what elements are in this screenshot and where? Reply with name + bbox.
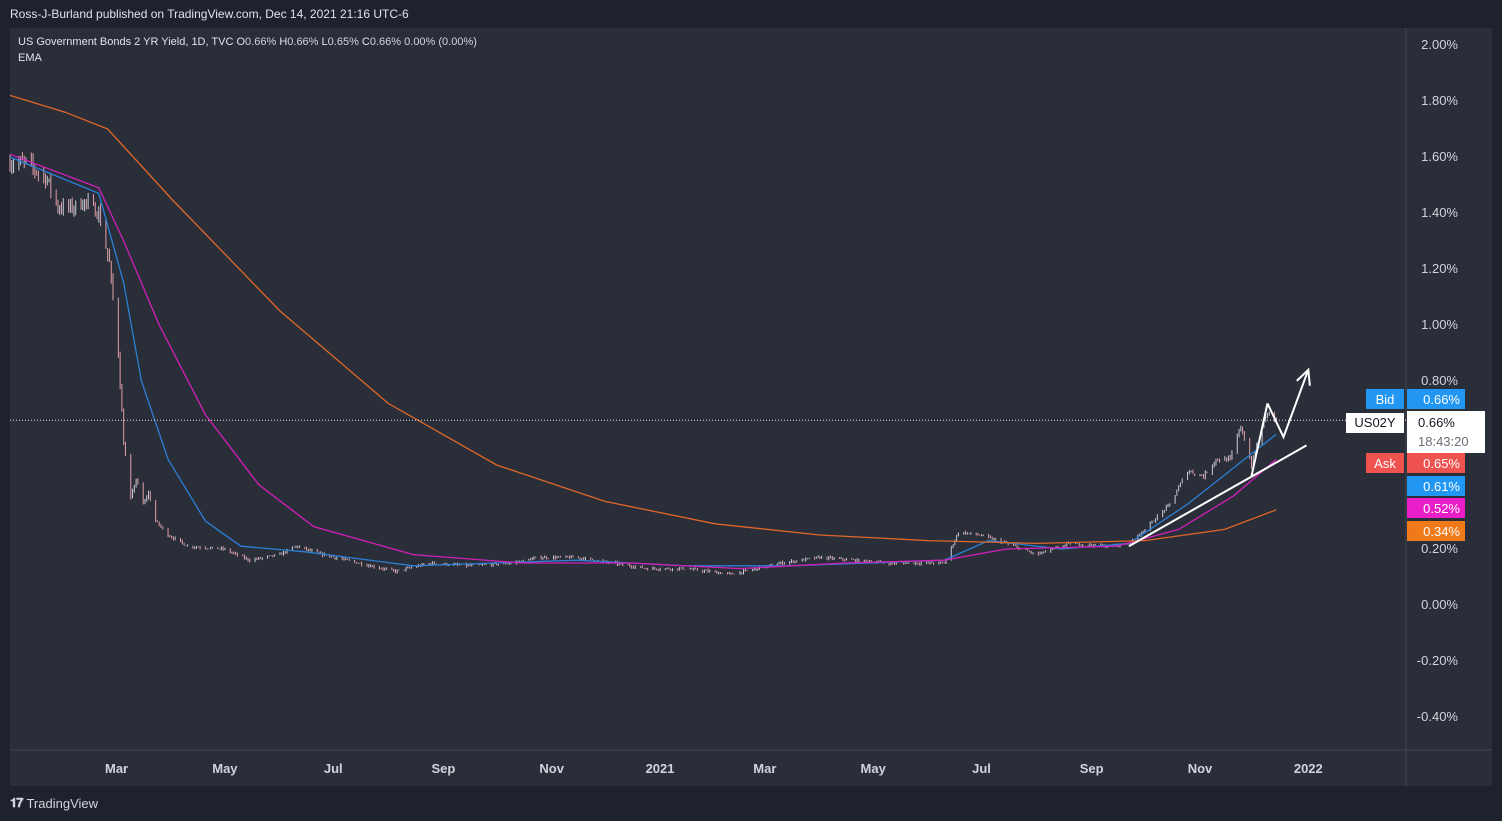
time-axis-pane[interactable] [10,750,1492,786]
legend-high-value: 0.66% [287,36,319,48]
x-tick-label: May [212,761,238,776]
ask-label-value: 0.65% [1423,456,1460,471]
x-tick-label: 2021 [646,761,675,776]
price-labels: Bid 0.66% US02Y 0.66% 18:43:20 Ask 0.65% 0.61% 0… [1346,389,1485,541]
current-price-box [1407,411,1485,453]
y-tick-label: -0.40% [1417,709,1459,724]
legend-close-label: C [361,36,370,48]
legend-indicator-row: EMA [18,52,42,64]
bid-label-tag: Bid [1376,392,1395,407]
y-tick-label: 1.80% [1421,93,1458,108]
y-tick-label: 1.00% [1421,317,1458,332]
ema-slow-label-value: 0.34% [1423,524,1460,539]
x-tick-label: Sep [1080,761,1104,776]
legend-low-value: 0.65% [327,36,359,48]
legend-open-value: 0.66% [245,36,277,48]
legend-close-value: 0.66% [369,36,402,48]
y-tick-label: 1.20% [1421,261,1458,276]
annotations-layer [10,367,1406,548]
current-price-value: 0.66% [1418,415,1455,430]
ema-mid-label-value: 0.52% [1423,501,1460,516]
legend-high-label: H [279,36,288,48]
y-tick-label: 0.00% [1421,597,1458,612]
chart-pane[interactable] [10,28,1406,750]
legend-open-label: O [236,36,246,48]
y-tick-label: 0.80% [1421,373,1458,388]
y-tick-label: 1.40% [1421,205,1458,220]
ask-label-box [1407,453,1465,473]
y-tick-label: 2.00% [1421,37,1458,52]
x-tick-label: Jul [972,761,991,776]
publisher-text: Ross-J-Burland published on TradingView.… [10,7,409,21]
y-tick-label: -0.20% [1417,653,1459,668]
current-price-tag: US02Y [1354,415,1396,430]
x-tick-label: May [861,761,887,776]
trendline-short[interactable] [1250,403,1269,477]
legend-row: US Government Bonds 2 YR Yield, 1D, TVC … [18,36,477,48]
y-tick-label: 0.20% [1421,541,1458,556]
footer-brand-text: TradingView [26,795,99,811]
ema-slow-label-box [1407,521,1465,541]
bid-label-tag-box [1366,389,1404,409]
x-tick-label: Mar [105,761,128,776]
x-tick-label: Nov [1188,761,1213,776]
x-tick-label: Mar [753,761,776,776]
ema-fast-label-value: 0.61% [1423,479,1460,494]
x-tick-label: 2022 [1294,761,1323,776]
trendline-long[interactable] [1128,444,1307,548]
x-tick-label: Sep [431,761,455,776]
current-price-tag-box [1346,413,1404,433]
legend-symbol: US Government Bonds 2 YR Yield, 1D, TVC [18,36,234,48]
footer-brand[interactable]: 𝟏𝟕 TradingView [10,795,98,811]
legend-low-label: L [321,36,328,48]
top-bar: Ross-J-Burland published on TradingView.… [0,0,1502,28]
x-tick-label: Nov [539,761,564,776]
ema-line-2 [9,94,1277,545]
legend-change: 0.00% (0.00%) [404,36,477,48]
current-price-time: 18:43:20 [1418,434,1469,449]
bid-label-value: 0.66% [1423,392,1460,407]
bid-label-box [1407,389,1465,409]
tradingview-logo-icon: 𝟏𝟕 [10,795,24,810]
y-tick-label: 1.60% [1421,149,1458,164]
x-tick-label: Jul [324,761,343,776]
arrow-head-icon [1296,367,1311,386]
price-axis-ticks: 2.00% 1.80% 1.60% 1.40% 1.20% 1.00% 0.80% 0.20%… [1417,37,1459,724]
time-axis-ticks: Mar May Jul Sep Nov 2021 Mar May Jul Sep Nov 2022 [105,761,1323,776]
ask-label-tag-box [1366,453,1404,473]
ema-mid-label-box [1407,498,1465,518]
ema-fast-label-box [1407,476,1465,496]
ema-line-1 [9,153,1277,570]
legend-indicator-ema[interactable]: EMA [18,52,42,64]
series-layer [9,94,1277,570]
zigzag-projection[interactable] [1266,369,1310,440]
ask-label-tag: Ask [1374,456,1396,471]
